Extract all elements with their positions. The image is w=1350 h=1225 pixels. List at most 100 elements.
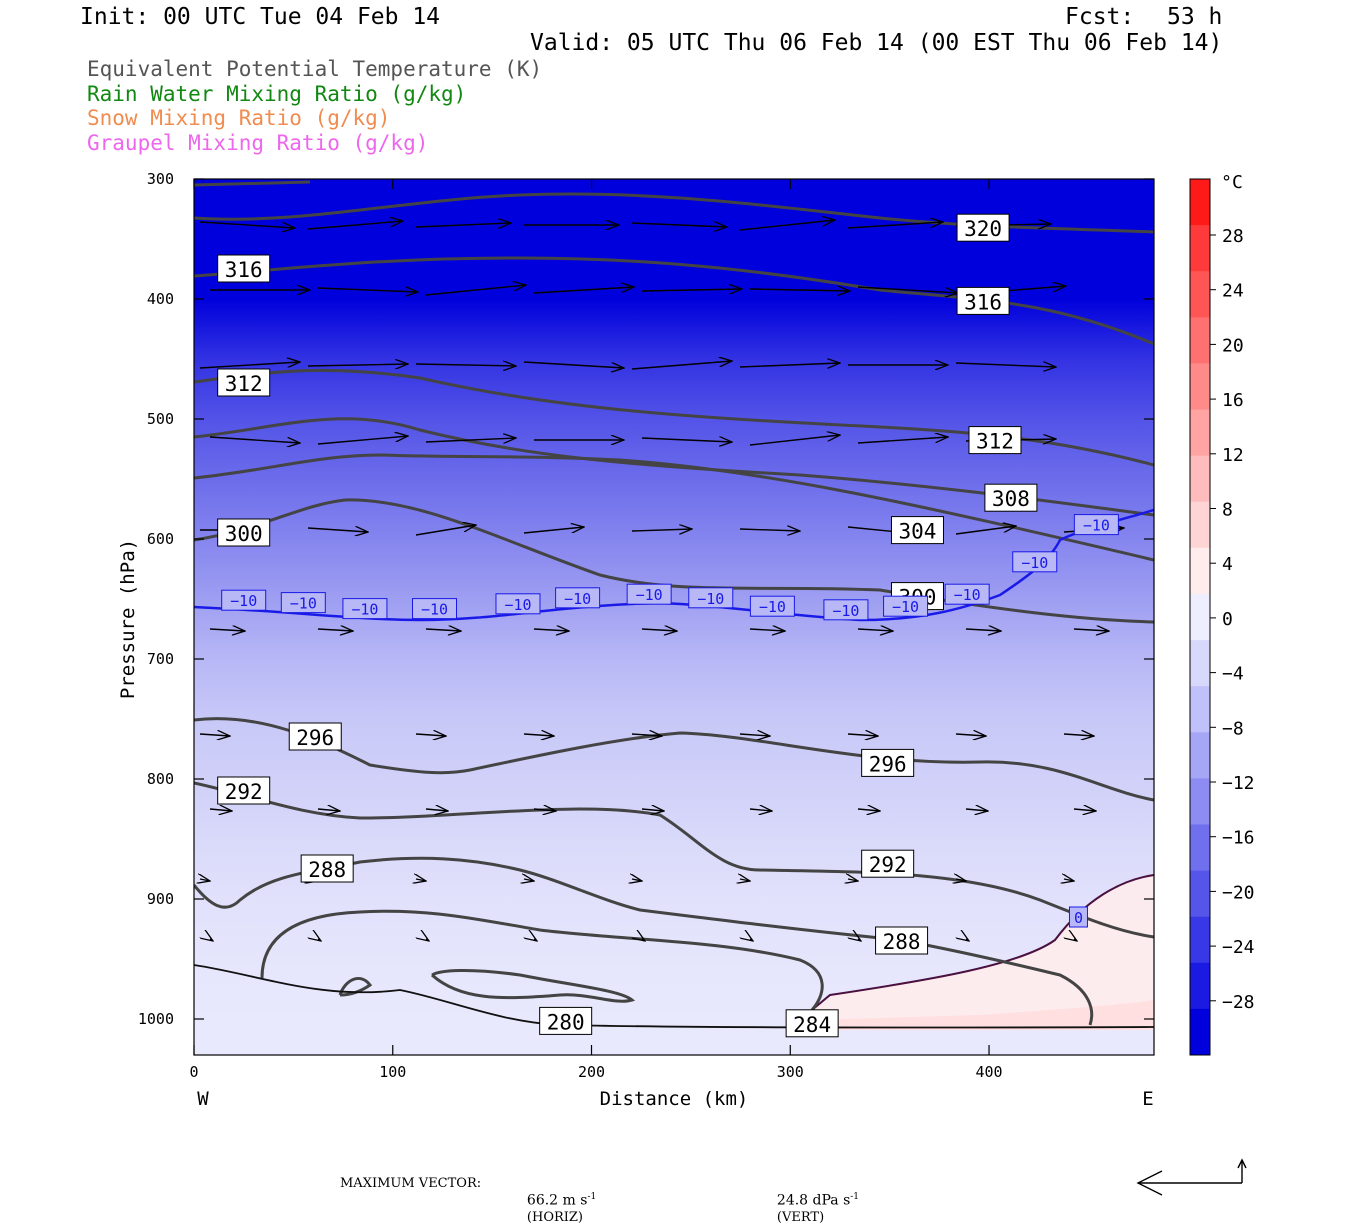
svg-text:−10: −10 bbox=[564, 590, 591, 608]
svg-text:−10: −10 bbox=[421, 601, 448, 619]
wind-vector bbox=[848, 879, 858, 881]
plot-frame bbox=[193, 178, 1155, 1056]
svg-text:320: 320 bbox=[964, 217, 1002, 241]
svg-text:−10: −10 bbox=[954, 586, 981, 604]
colorbar-swatch bbox=[1190, 409, 1210, 457]
wind-vector bbox=[199, 362, 300, 369]
svg-text:−10: −10 bbox=[230, 592, 257, 610]
theta-e-label: 292 bbox=[217, 776, 271, 805]
wind-vector bbox=[533, 809, 556, 811]
svg-text:−10: −10 bbox=[759, 598, 786, 616]
wind-vector bbox=[965, 629, 1001, 631]
wind-vector bbox=[739, 220, 835, 231]
theta-e-contour-300 bbox=[194, 498, 1154, 624]
legend-theta-e: Equivalent Potential Temperature (K) bbox=[87, 57, 543, 81]
pressure-axis: 300 400 500 600 700 800 900 1000 bbox=[138, 170, 1154, 1028]
theta-e-label: 280 bbox=[539, 1006, 593, 1035]
wind-vector bbox=[749, 809, 772, 811]
svg-text:−10: −10 bbox=[636, 586, 663, 604]
y-axis-label: Pressure (hPa) bbox=[117, 539, 139, 699]
colorbar-label: −28 bbox=[1222, 992, 1255, 1013]
colorbar-swatch bbox=[1190, 593, 1210, 641]
wind-vector bbox=[631, 223, 727, 227]
isotherm-label: −10 bbox=[1073, 514, 1119, 536]
wind-vector bbox=[523, 527, 584, 534]
svg-text:296: 296 bbox=[869, 752, 907, 776]
colorbar-swatch bbox=[1190, 962, 1210, 1010]
isotherm-label: −10 bbox=[626, 583, 672, 605]
wind-vector bbox=[317, 629, 353, 631]
theta-e-label: 288 bbox=[300, 854, 354, 883]
y-tick-label: 500 bbox=[147, 410, 174, 428]
wind-vector bbox=[200, 879, 210, 881]
wind-vector bbox=[641, 629, 677, 631]
svg-text:300: 300 bbox=[225, 522, 263, 546]
wind-vector bbox=[749, 435, 840, 446]
colorbar-label: 16 bbox=[1222, 390, 1244, 411]
theta-e-label: 284 bbox=[785, 1009, 839, 1038]
theta-e-label: 320 bbox=[956, 213, 1010, 242]
wind-vector bbox=[317, 436, 408, 445]
wind-vector bbox=[1073, 809, 1096, 811]
wind-vector bbox=[209, 629, 245, 631]
svg-text:−10: −10 bbox=[892, 598, 919, 616]
wind-vector bbox=[740, 879, 750, 881]
svg-text:292: 292 bbox=[225, 780, 263, 804]
wind-vector bbox=[425, 809, 448, 811]
init-time: Init: 00 UTC Tue 04 Feb 14 bbox=[80, 4, 441, 30]
svg-text:308: 308 bbox=[992, 487, 1030, 511]
legend-graupel: Graupel Mixing Ratio (g/kg) bbox=[87, 131, 429, 155]
wind-vector bbox=[1063, 734, 1094, 736]
x-tick-label: 200 bbox=[578, 1063, 605, 1081]
colorbar-swatch bbox=[1190, 455, 1210, 503]
y-tick-label: 900 bbox=[147, 890, 174, 908]
svg-text:312: 312 bbox=[976, 430, 1014, 454]
isotherm-labels: −10 −10 −10 −10 −10 −10 −10 −10 −10 −10 −10 −10 −10 −… bbox=[221, 514, 1119, 928]
isotherm-label: −10 bbox=[411, 598, 457, 620]
wind-vector bbox=[425, 438, 516, 442]
colorbar-label: 28 bbox=[1222, 226, 1244, 247]
theta-e-contour-292 bbox=[194, 781, 1154, 939]
colorbar-label: −4 bbox=[1222, 664, 1244, 685]
wind-vector bbox=[641, 289, 742, 291]
colorbar-swatch bbox=[1190, 686, 1210, 733]
vert-tag: (VERT) bbox=[776, 1209, 825, 1225]
east-label: E bbox=[1142, 1088, 1153, 1110]
wind-vector bbox=[1074, 939, 1077, 941]
wind-vector bbox=[415, 364, 516, 366]
theta-e-label: 312 bbox=[968, 426, 1022, 455]
wind-vector bbox=[956, 879, 966, 881]
y-tick-label: 400 bbox=[147, 290, 174, 308]
colorbar-label: 4 bbox=[1222, 554, 1233, 575]
wind-vector bbox=[209, 436, 300, 443]
legend-snow: Snow Mixing Ratio (g/kg) bbox=[87, 106, 391, 130]
isotherm-label: −10 bbox=[944, 583, 990, 605]
wind-vector bbox=[739, 734, 770, 736]
wind-vector bbox=[857, 809, 880, 811]
svg-text:284: 284 bbox=[793, 1013, 831, 1037]
wind-vector bbox=[1073, 629, 1109, 631]
theta-e-contour-296 bbox=[194, 717, 1154, 802]
svg-text:−10: −10 bbox=[832, 602, 859, 620]
theta-e-labels: 3163203163123123083003043002962962922882… bbox=[217, 213, 1038, 1038]
wind-vector bbox=[318, 939, 321, 941]
horiz-exponent: -1 bbox=[587, 1192, 597, 1202]
svg-text:288: 288 bbox=[883, 930, 921, 954]
wind-vector bbox=[641, 809, 664, 811]
colorbar-swatch bbox=[1190, 179, 1210, 226]
wind-vector bbox=[749, 289, 850, 291]
forecast-hours: 53 h bbox=[1167, 4, 1223, 30]
warm-surface-fill bbox=[812, 1000, 1154, 1030]
theta-e-label: 292 bbox=[861, 849, 915, 878]
wind-vector bbox=[965, 809, 988, 811]
colorbar-label: 0 bbox=[1222, 609, 1233, 630]
vert-value: 24.8 dPa s bbox=[776, 1192, 851, 1209]
colorbar-label: 20 bbox=[1222, 335, 1244, 356]
y-tick-label: 1000 bbox=[138, 1010, 174, 1028]
isotherm-label: −10 bbox=[688, 587, 734, 609]
isotherm-label: −10 bbox=[883, 595, 929, 617]
wind-vector bbox=[199, 221, 295, 228]
wind-vector bbox=[307, 364, 408, 366]
horiz-value: 66.2 m s bbox=[526, 1192, 588, 1209]
